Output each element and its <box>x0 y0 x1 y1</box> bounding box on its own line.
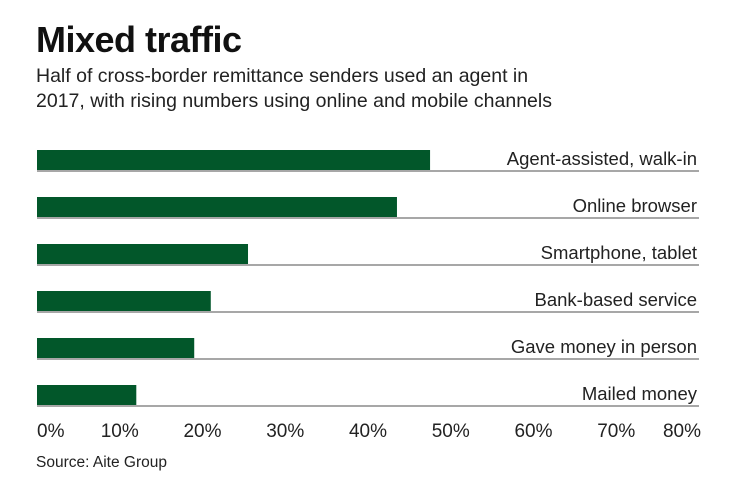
category-label: Mailed money <box>582 383 698 404</box>
category-label: Gave money in person <box>511 336 697 357</box>
bar <box>37 150 431 170</box>
category-label: Agent-assisted, walk-in <box>507 148 697 169</box>
x-tick-label: 0% <box>37 421 65 442</box>
source-note: Source: Aite Group <box>36 454 167 471</box>
category-label: Bank-based service <box>535 289 697 310</box>
bar <box>37 291 211 311</box>
bar <box>37 244 249 264</box>
x-tick-label: 20% <box>183 421 221 442</box>
subtitle-line: 2017, with rising numbers using online a… <box>36 90 552 112</box>
x-tick-label: 60% <box>514 421 552 442</box>
subtitle-line: Half of cross-border remittance senders … <box>36 65 529 87</box>
category-label: Online browser <box>573 195 697 216</box>
x-tick-label: 40% <box>349 421 387 442</box>
bar <box>37 338 195 358</box>
chart-subtitle: Half of cross-border remittance senders … <box>36 64 716 114</box>
chart-title: Mixed traffic <box>36 19 242 60</box>
x-tick-label: 50% <box>432 421 470 442</box>
bar <box>37 197 397 217</box>
x-tick-label: 70% <box>597 421 635 442</box>
x-tick-label: 30% <box>266 421 304 442</box>
bar <box>37 385 137 405</box>
x-tick-label: 10% <box>101 421 139 442</box>
category-label: Smartphone, tablet <box>541 242 697 263</box>
x-tick-label: 80% <box>663 421 701 442</box>
